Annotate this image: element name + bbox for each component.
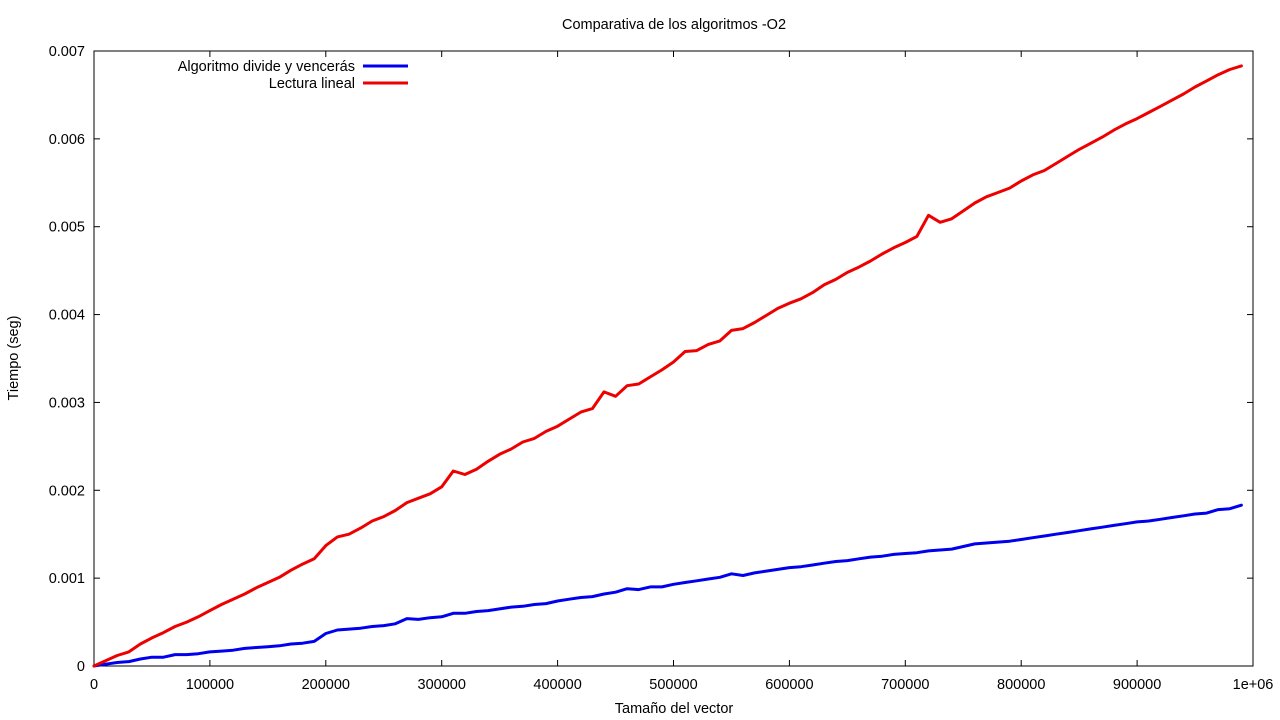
series-line-2 [92,64,1243,668]
y-tick-label: 0.005 [49,220,85,236]
x-tick-label: 800000 [997,677,1045,693]
legend-label-series-2: Lectura lineal [269,76,355,92]
x-axis-label: Tamaño del vector [615,701,734,717]
x-tick-label: 0 [90,677,98,693]
y-tick-label: 0.004 [49,308,85,324]
plot-frame [93,50,1254,667]
y-tick-label: 0.007 [49,44,85,60]
series-line-1 [92,503,1243,668]
plot-area [93,50,1254,667]
x-tick-label: 1e+06 [1233,677,1274,693]
legend-label-series-1: Algoritmo divide y vencerás [178,59,355,75]
x-tick-label: 700000 [881,677,929,693]
x-tick-label: 900000 [1113,677,1161,693]
y-tick-label: 0 [77,659,85,675]
y-tick-label: 0.003 [49,395,85,411]
legend: Algoritmo divide y vencerás Lectura line… [178,59,408,92]
x-tick-label: 600000 [765,677,813,693]
chart-title: Comparativa de los algoritmos -O2 [562,17,786,33]
y-tick-label: 0.002 [49,483,85,499]
y-axis: 0 0.001 0.002 0.003 0.004 0.005 0.006 0.007 [49,44,1253,675]
x-tick-label: 500000 [649,677,697,693]
x-tick-label: 300000 [418,677,466,693]
y-axis-label: Tiempo (seg) [6,316,22,401]
y-tick-label: 0.001 [49,571,85,587]
x-axis: 0 100000 200000 300000 400000 500000 600000 700… [90,51,1273,693]
x-tick-label: 100000 [186,677,234,693]
y-tick-label: 0.006 [49,132,85,148]
series-lines [92,64,1243,668]
x-tick-label: 200000 [302,677,350,693]
x-tick-label: 400000 [533,677,581,693]
